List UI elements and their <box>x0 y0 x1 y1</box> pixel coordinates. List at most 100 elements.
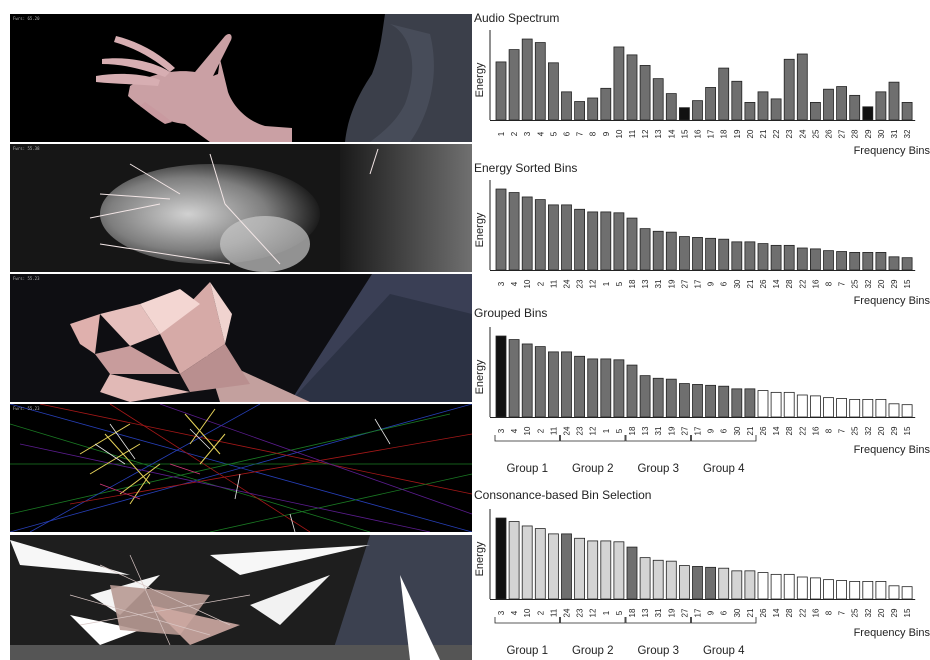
x-tick-label: 12 <box>589 608 598 617</box>
x-tick-label: 30 <box>733 279 742 288</box>
x-tick-label: 1 <box>497 131 506 136</box>
x-tick-label: 18 <box>628 279 637 288</box>
bar <box>757 91 769 121</box>
chart-svg: Consonance-based Bin Selection Energy 3 4 10… <box>474 488 930 657</box>
bar <box>809 102 821 121</box>
x-tick-label: 6 <box>563 131 572 136</box>
x-tick-label: 11 <box>549 608 558 617</box>
bar <box>626 54 638 121</box>
group-label: Group 4 <box>703 645 745 657</box>
bar <box>639 65 651 121</box>
x-tick-label: 7 <box>576 131 585 136</box>
x-tick-label: 8 <box>589 131 598 136</box>
x-tick-label: 29 <box>890 608 899 617</box>
x-tick-label: 28 <box>851 129 860 138</box>
bar <box>665 231 677 271</box>
chart-title: Energy Sorted Bins <box>474 161 577 175</box>
chart-energy-sorted: Energy Sorted Bins Energy 3 4 10 2 11 24 23 12 1 5 1… <box>474 158 930 308</box>
x-tick-label: 23 <box>785 129 794 138</box>
bar <box>718 385 730 418</box>
x-tick-label: 17 <box>694 608 703 617</box>
bar <box>521 525 533 600</box>
x-tick-label: 24 <box>563 426 572 435</box>
lowpoly-hand-image <box>10 274 472 402</box>
bar <box>770 98 782 121</box>
bar <box>600 540 612 600</box>
visualization-panels: Fwrs: 65.20 <box>10 14 472 660</box>
x-tick-label: 12 <box>589 426 598 435</box>
bar <box>823 88 834 121</box>
x-tick-label: 16 <box>694 129 703 138</box>
x-tick-label: 7 <box>838 610 847 615</box>
x-tick-label: 14 <box>772 279 781 288</box>
x-tick-label: 5 <box>615 428 624 433</box>
bar <box>495 188 507 271</box>
bar <box>744 241 756 271</box>
lowpoly-hand-panel: Fwrs: 55.23 <box>10 274 472 402</box>
bar <box>888 256 900 271</box>
bar <box>862 106 874 121</box>
x-tick-label: 11 <box>549 279 558 288</box>
x-tick-label: 31 <box>654 608 663 617</box>
bar <box>652 230 664 271</box>
group-bracket <box>625 435 691 442</box>
line-network-panel: Fwrs: 55.23 <box>10 404 472 532</box>
x-tick-label: 18 <box>628 426 637 435</box>
x-tick-label: 1 <box>602 281 611 286</box>
group-label: Group 1 <box>506 463 548 475</box>
x-tick-label: 11 <box>628 129 637 138</box>
bar <box>705 566 717 600</box>
x-tick-label: 23 <box>576 279 585 288</box>
bar <box>548 533 559 600</box>
x-tick-label: 5 <box>549 131 558 136</box>
composite-shards-panel <box>10 535 472 660</box>
bar <box>626 546 638 600</box>
x-tick-label: 29 <box>890 426 899 435</box>
x-tick-label: 22 <box>798 426 807 435</box>
bar <box>626 364 638 418</box>
skeleton-hand-panel: Fwrs: 55.38 <box>10 144 472 272</box>
bar <box>521 196 533 271</box>
x-tick-label: 21 <box>746 279 755 288</box>
chart-audio-spectrum: Audio Spectrum Energy 1 2 3 4 5 6 7 8 9 10 11 12 13 14 1… <box>474 8 930 158</box>
x-tick-label: 6 <box>720 610 729 615</box>
depth-hand-panel: Fwrs: 65.20 <box>10 14 472 142</box>
bar <box>678 383 690 418</box>
bar <box>770 573 782 600</box>
x-tick-label: 28 <box>785 426 794 435</box>
bar <box>639 557 651 600</box>
bar <box>665 93 677 121</box>
group-bracket <box>625 617 691 624</box>
bar <box>508 339 520 418</box>
x-tick-label: 32 <box>864 426 873 435</box>
bar <box>718 567 730 600</box>
x-tick-label: 15 <box>903 279 912 288</box>
bar <box>508 521 520 600</box>
x-tick-label: 32 <box>864 279 873 288</box>
chart-title: Grouped Bins <box>474 306 547 320</box>
x-tick-label: 24 <box>798 129 807 138</box>
bar <box>678 565 690 600</box>
depth-hand-image <box>10 14 472 142</box>
line-network-image <box>10 404 472 532</box>
x-tick-label: 4 <box>536 131 545 136</box>
group-label: Group 4 <box>703 463 745 475</box>
bar <box>823 397 834 418</box>
bar <box>823 579 834 600</box>
x-tick-label: 13 <box>641 608 650 617</box>
x-tick-label: 27 <box>680 426 689 435</box>
x-tick-label: 23 <box>576 608 585 617</box>
bar <box>587 540 599 600</box>
bar <box>796 394 808 418</box>
fps-readout: Fwrs: 65.20 <box>13 16 40 21</box>
charts-column: Audio Spectrum Energy 1 2 3 4 5 6 7 8 9 10 11 12 13 14 1… <box>474 0 930 660</box>
x-tick-label: 19 <box>667 426 676 435</box>
bar <box>836 251 848 271</box>
x-axis-label: Frequency Bins <box>854 444 930 456</box>
x-tick-label: 13 <box>641 279 650 288</box>
x-tick-label: 11 <box>549 426 558 435</box>
y-axis-label: Energy <box>474 359 486 394</box>
x-tick-label: 28 <box>785 279 794 288</box>
bar <box>770 244 782 271</box>
